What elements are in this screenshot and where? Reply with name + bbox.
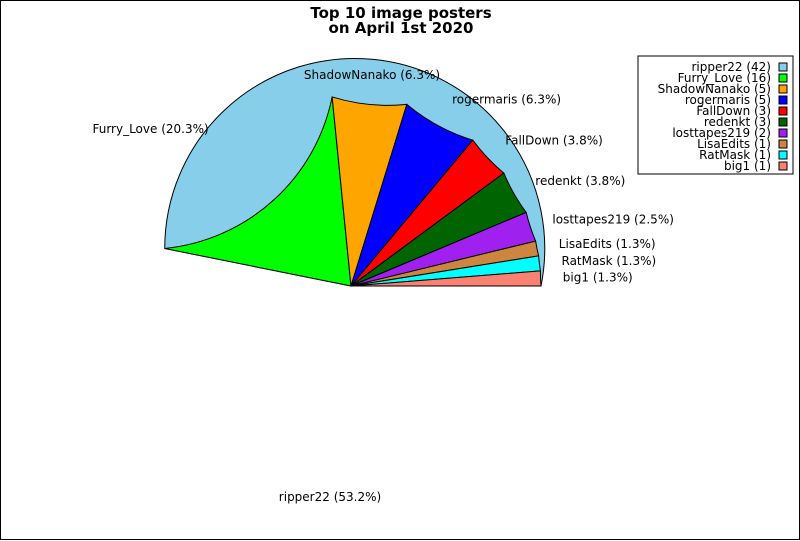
chart-title-line-1: Top 10 image posters bbox=[310, 4, 491, 22]
slice-label-furry-love: Furry_Love (20.3%) bbox=[92, 122, 208, 136]
slice-label-shadownanako: ShadowNanako (6.3%) bbox=[304, 68, 440, 82]
slice-label-losttapes219: losttapes219 (2.5%) bbox=[552, 213, 674, 227]
legend-swatch-redenkt bbox=[778, 117, 788, 127]
slice-label-ripper22: ripper22 (53.2%) bbox=[279, 490, 381, 504]
slice-label-redenkt: redenkt (3.8%) bbox=[535, 174, 625, 188]
slice-labels: ripper22 (53.2%) Furry_Love (20.3%) Shadow… bbox=[92, 68, 673, 504]
legend-swatch-ripper22 bbox=[778, 62, 788, 72]
legend-label-furry-love: Furry_Love (16) bbox=[678, 71, 771, 85]
legend-swatch-rogermaris bbox=[778, 95, 788, 105]
pie-slices bbox=[164, 58, 546, 287]
legend-label-rogermaris: rogermaris (5) bbox=[685, 93, 771, 107]
slice-label-rogermaris: rogermaris (6.3%) bbox=[452, 93, 561, 107]
legend-swatch-big1 bbox=[778, 161, 788, 171]
legend: ripper22 (42)Furry_Love (16)ShadowNanako… bbox=[637, 55, 794, 175]
slice-label-falldown: FallDown (3.8%) bbox=[505, 134, 603, 148]
pie-slice-big1 bbox=[350, 270, 542, 287]
legend-label-big1: big1 (1) bbox=[724, 159, 771, 173]
legend-swatch-furry-love bbox=[778, 73, 788, 83]
slice-label-ratmask: RatMask (1.3%) bbox=[562, 254, 657, 268]
legend-label-ratmask: RatMask (1) bbox=[699, 148, 771, 162]
legend-label-ripper22: ripper22 (42) bbox=[691, 60, 771, 74]
legend-swatch-falldown bbox=[778, 106, 788, 116]
legend-label-redenkt: redenkt (3) bbox=[704, 115, 771, 129]
legend-label-lisaedits: LisaEdits (1) bbox=[697, 137, 771, 151]
slice-label-lisaedits: LisaEdits (1.3%) bbox=[559, 237, 656, 251]
legend-swatch-losttapes219 bbox=[778, 128, 788, 138]
legend-label-losttapes219: losttapes219 (2) bbox=[672, 126, 771, 140]
legend-items: ripper22 (42)Furry_Love (16)ShadowNanako… bbox=[658, 60, 788, 173]
chart-title-line-2: on April 1st 2020 bbox=[329, 19, 474, 37]
legend-label-falldown: FallDown (3) bbox=[696, 104, 771, 118]
legend-swatch-lisaedits bbox=[778, 139, 788, 149]
slice-label-big1: big1 (1.3%) bbox=[563, 271, 633, 285]
legend-swatch-shadownanako bbox=[778, 84, 788, 94]
legend-box bbox=[637, 55, 794, 175]
legend-swatch-ratmask bbox=[778, 150, 788, 160]
legend-label-shadownanako: ShadowNanako (5) bbox=[658, 82, 771, 96]
pie-slice-furry-love bbox=[164, 96, 352, 287]
